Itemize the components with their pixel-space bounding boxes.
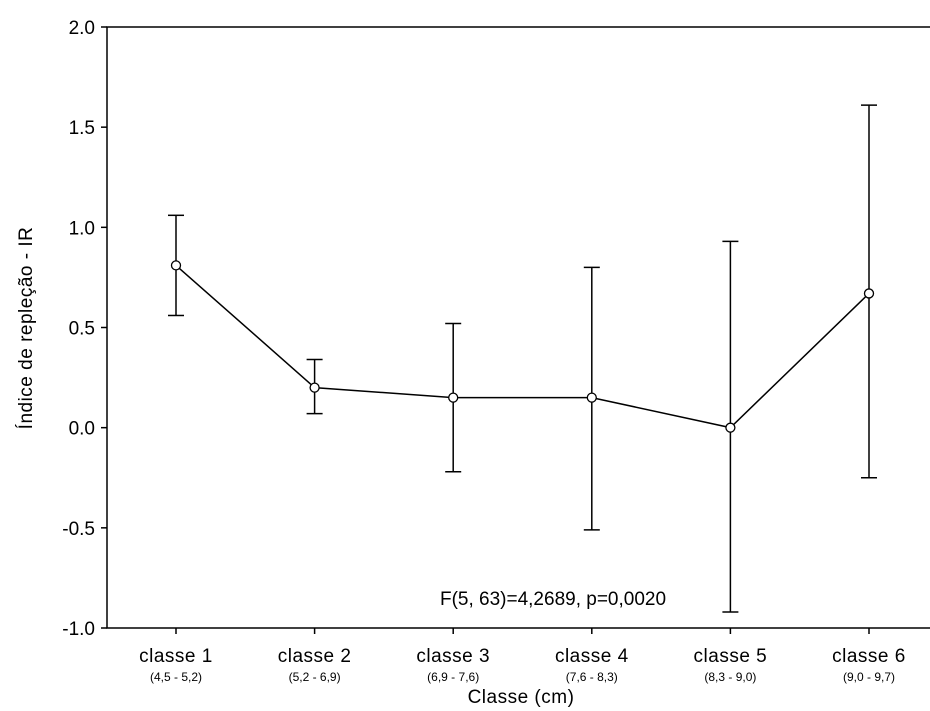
x-axis: classe 1 (4,5 - 5,2) classe 2 (5,2 - 6,9) cl… [139, 628, 906, 684]
plot-frame [106, 26, 930, 629]
x-tick-range-label: (9,0 - 9,7) [843, 670, 895, 684]
series-line [175, 264, 870, 429]
data-point [448, 392, 459, 403]
data-point [725, 422, 736, 433]
x-tick-range-label: (5,2 - 6,9) [289, 670, 341, 684]
x-tick-range-label: (6,9 - 7,6) [427, 670, 479, 684]
y-tick-label: 0.0 [69, 419, 95, 440]
y-axis: -1.0 -0.5 0.0 0.5 1.0 1.5 2.0 [62, 18, 107, 640]
data-points [170, 260, 875, 433]
error-bars [168, 104, 877, 613]
y-tick-label: 1.5 [69, 118, 95, 139]
x-tick-label: classe 4 [555, 646, 629, 667]
y-tick-label: 2.0 [69, 18, 95, 39]
data-point [309, 382, 320, 393]
data-point [170, 260, 182, 271]
x-tick-label: classe 6 [832, 646, 906, 667]
data-point [586, 392, 597, 403]
y-axis-title: Índice de repleção - IR [16, 227, 37, 430]
x-axis-title: Classe (cm) [468, 687, 575, 708]
x-tick-label: classe 1 [139, 646, 213, 667]
x-tick-label: classe 2 [278, 646, 352, 667]
x-tick-label: classe 3 [416, 646, 490, 667]
y-tick-label: 0.5 [69, 319, 95, 340]
annotation-text: F(5, 63)=4,2689, p=0,0020 [440, 589, 666, 610]
x-tick-range-label: (8,3 - 9,0) [704, 670, 756, 684]
y-tick-label: -1.0 [62, 619, 95, 640]
x-tick-range-label: (7,6 - 8,3) [566, 670, 618, 684]
x-tick-label: classe 5 [694, 646, 768, 667]
x-tick-range-label: (4,5 - 5,2) [150, 670, 202, 684]
y-tick-label: 1.0 [69, 218, 95, 239]
y-tick-label: -0.5 [62, 519, 95, 540]
data-point [863, 288, 875, 299]
